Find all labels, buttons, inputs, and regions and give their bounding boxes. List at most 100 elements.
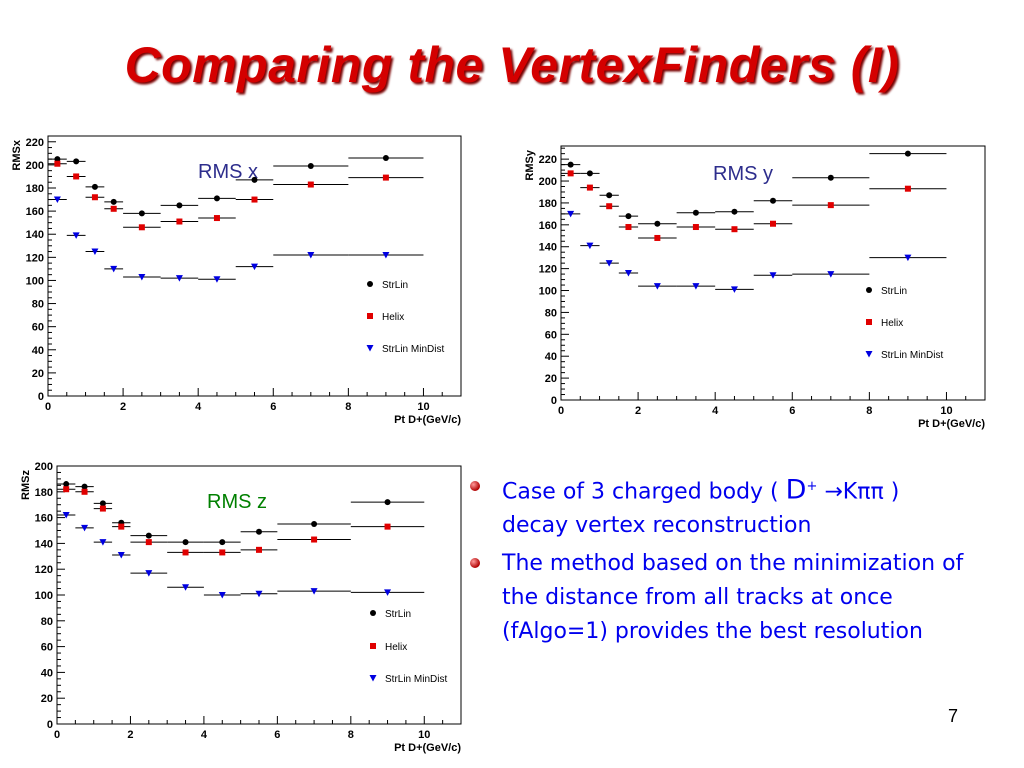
data-point (182, 539, 189, 546)
y-tick-label: 60 (41, 642, 53, 654)
data-point (251, 263, 258, 271)
y-tick-label: 0 (47, 719, 53, 731)
y-tick-label: 80 (545, 307, 557, 319)
data-point (251, 176, 258, 183)
y-tick-label: 140 (539, 242, 557, 254)
data-point (731, 226, 738, 233)
legend-marker (367, 313, 373, 319)
data-point (586, 184, 593, 191)
y-tick-label: 20 (32, 368, 44, 380)
data-point (827, 174, 834, 181)
data-point (567, 161, 574, 168)
y-tick-label: 160 (35, 513, 53, 525)
bullet-text-sup: + (806, 479, 818, 494)
y-tick-label: 220 (26, 137, 44, 149)
data-point (145, 539, 152, 546)
x-tick-label: 4 (195, 401, 202, 413)
x-tick-label: 4 (201, 729, 208, 741)
data-point (904, 254, 912, 262)
bullet-text-pre: Case of 3 charged body ( (502, 479, 786, 505)
x-tick-label: 6 (274, 729, 280, 741)
data-point (99, 500, 106, 507)
y-tick-label: 20 (545, 373, 557, 385)
y-tick-label: 200 (35, 461, 53, 473)
data-point (904, 185, 911, 192)
y-tick-label: 100 (26, 275, 44, 287)
data-point (81, 488, 88, 495)
y-tick-label: 120 (35, 564, 53, 576)
data-point (256, 546, 262, 553)
x-tick-label: 2 (120, 401, 126, 413)
data-point (63, 481, 70, 488)
data-point (251, 196, 258, 203)
data-point (145, 570, 153, 577)
y-tick-label: 0 (551, 395, 557, 407)
bullet-text: The method based on the minimization of … (502, 551, 964, 645)
data-point (307, 163, 314, 170)
rms-y-chart: 0 20 40 60 80 100 120 140 160 180 200 220 0 2 4 6 8 10Pt … (524, 145, 986, 430)
data-point (606, 203, 613, 210)
y-tick-label: 200 (26, 160, 44, 172)
slide-title: Comparing the VertexFinders (I) (124, 37, 900, 93)
y-tick-label: 60 (32, 322, 44, 334)
data-point (117, 552, 125, 559)
legend-marker (366, 345, 374, 352)
bullet-item: The method based on the minimization of … (470, 547, 1000, 649)
data-point (769, 272, 777, 279)
data-point (138, 210, 145, 217)
data-point (307, 181, 314, 188)
x-axis-label: Pt D+(GeV/c) (918, 418, 985, 430)
bullet-item: Case of 3 charged body ( D+ →Kππ ) decay… (470, 470, 1000, 543)
data-point (625, 213, 632, 220)
plot-annotation: RMS z (207, 491, 267, 513)
bullet-list: Case of 3 charged body ( D+ →Kππ ) decay… (470, 470, 1000, 653)
y-tick-label: 20 (41, 693, 53, 705)
legend-label: StrLin (382, 280, 408, 291)
data-point (81, 483, 88, 490)
data-point (654, 234, 661, 241)
data-point (827, 202, 834, 209)
data-point (63, 486, 70, 493)
bullet-dot-icon (470, 481, 480, 491)
data-point (382, 154, 389, 161)
data-point (110, 198, 117, 205)
x-tick-label: 10 (418, 729, 430, 741)
y-tick-label: 180 (26, 183, 44, 195)
legend-label: StrLin MinDist (881, 350, 943, 361)
legend-label: StrLin (385, 609, 411, 620)
legend-label: Helix (382, 312, 404, 323)
legend-marker (866, 319, 872, 325)
data-point (176, 218, 183, 225)
legend-label: StrLin MinDist (385, 674, 447, 685)
legend-marker (866, 287, 872, 293)
x-tick-label: 10 (417, 401, 429, 413)
data-point (307, 252, 315, 259)
x-tick-label: 6 (270, 401, 276, 413)
y-axis-label: RMSz (20, 470, 32, 500)
legend-marker (370, 610, 376, 616)
data-point (692, 224, 699, 231)
data-point (692, 209, 699, 216)
legend-label: StrLin MinDist (382, 344, 444, 355)
y-tick-label: 100 (35, 590, 53, 602)
legend-label: StrLin (881, 286, 907, 297)
data-point (606, 192, 613, 199)
data-point (213, 195, 220, 202)
data-point (81, 524, 89, 532)
data-point (384, 589, 392, 596)
y-tick-label: 200 (539, 176, 557, 188)
data-point (213, 215, 220, 222)
legend-label: Helix (881, 318, 903, 329)
data-point (624, 270, 632, 277)
y-tick-label: 0 (38, 391, 44, 403)
y-tick-label: 180 (539, 198, 557, 210)
data-point (213, 276, 221, 283)
x-axis-label: Pt D+(GeV/c) (394, 742, 461, 754)
data-point (384, 499, 391, 506)
data-point (53, 196, 61, 204)
data-point (653, 283, 661, 290)
x-tick-label: 0 (45, 401, 51, 413)
data-point (99, 505, 106, 512)
data-point (625, 224, 632, 231)
